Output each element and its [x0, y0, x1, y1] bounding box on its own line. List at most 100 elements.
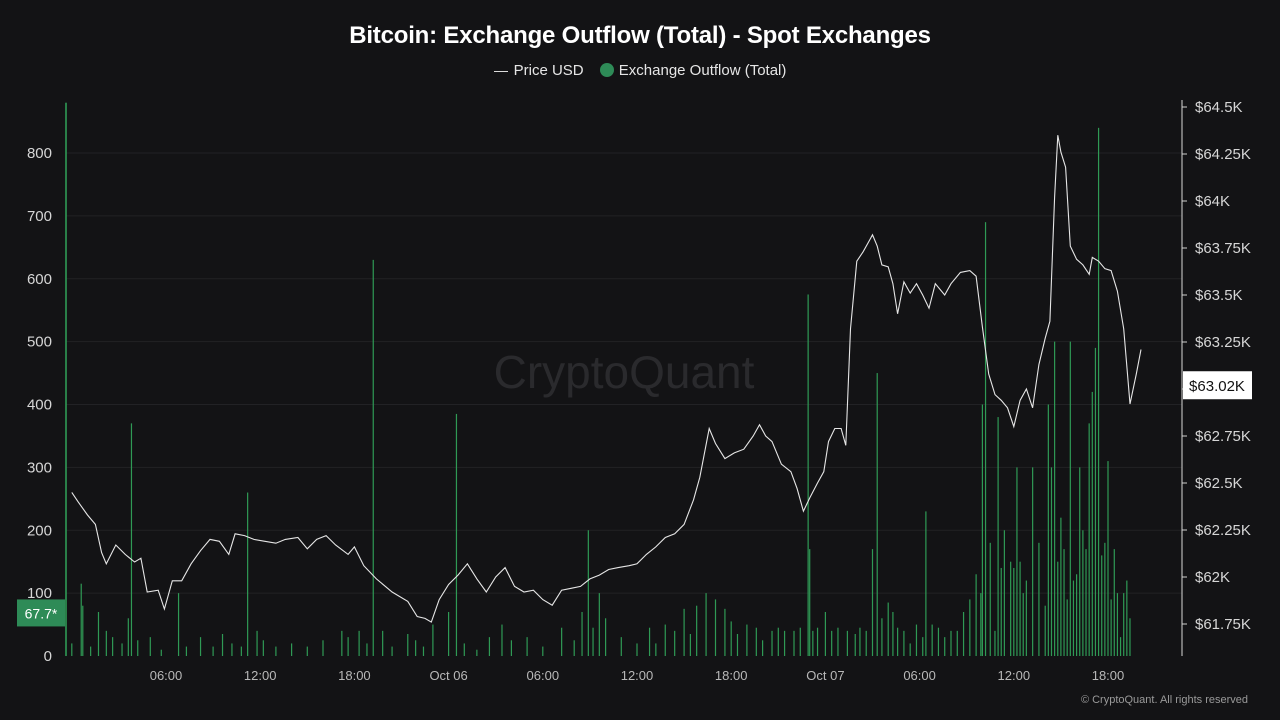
outflow-bar: [322, 640, 324, 656]
outflow-bar: [1003, 530, 1005, 656]
x-tick-label: 12:00: [621, 668, 654, 683]
outflow-bar: [137, 640, 139, 656]
x-tick-label: 18:00: [338, 668, 371, 683]
outflow-bar: [1038, 542, 1040, 656]
outflow-bar: [865, 630, 867, 656]
outflow-bar: [71, 643, 73, 656]
outflow-bar: [984, 222, 987, 656]
outflow-bar: [1085, 549, 1087, 656]
outflow-bar: [391, 646, 393, 656]
outflow-bar: [127, 618, 129, 656]
outflow-bar: [925, 511, 927, 656]
outflow-bar: [1066, 599, 1068, 656]
outflow-last-value-label: 67.7*: [25, 605, 58, 621]
outflow-bar: [422, 646, 425, 656]
price-line: [71, 135, 1142, 623]
outflow-bar: [199, 637, 202, 656]
outflow-bar: [1097, 127, 1100, 657]
outflow-bar: [65, 102, 67, 656]
outflow-bar: [962, 611, 965, 656]
outflow-bar: [989, 542, 991, 656]
outflow-bar: [1069, 341, 1071, 656]
outflow-bar: [347, 637, 349, 656]
right-tick-label: $62.25K: [1195, 522, 1251, 539]
x-axis: 06:00 12:00 18:00 Oct 06 06:00 12:00 18:00 Oct …: [150, 668, 1125, 683]
x-tick-label: 18:00: [715, 668, 748, 683]
outflow-bar: [231, 643, 233, 656]
outflow-bar: [1079, 467, 1081, 656]
left-tick-label: 200: [27, 522, 52, 539]
outflow-bar: [130, 423, 133, 656]
outflow-bar: [714, 599, 717, 656]
outflow-bar: [876, 373, 878, 656]
outflow-bar: [620, 637, 622, 656]
outflow-bar: [636, 643, 638, 656]
outflow-bar: [501, 624, 503, 656]
outflow-bar: [664, 624, 666, 656]
outflow-bar: [762, 640, 764, 656]
outflow-bar: [262, 640, 264, 656]
left-tick-label: 600: [27, 271, 52, 288]
outflow-bar: [981, 404, 983, 656]
outflow-bar: [1044, 605, 1046, 656]
outflow-bar: [783, 630, 786, 656]
outflow-bar: [581, 611, 583, 656]
outflow-bar: [1010, 561, 1012, 656]
outflow-bar: [112, 637, 114, 656]
outflow-bar: [799, 627, 801, 656]
outflow-bar: [160, 649, 162, 656]
outflow-bar: [1113, 549, 1115, 656]
outflow-bar: [755, 627, 757, 656]
chart-title: Bitcoin: Exchange Outflow (Total) - Spot…: [349, 22, 931, 49]
right-tick-label: $64K: [1195, 193, 1230, 210]
outflow-bar: [730, 621, 732, 656]
right-tick-label: $64.25K: [1195, 146, 1251, 163]
outflow-bar: [897, 627, 899, 656]
outflow-bar: [793, 630, 795, 656]
legend-item-price[interactable]: Price USD: [493, 62, 584, 79]
outflow-bar: [476, 649, 478, 656]
outflow-bar: [185, 646, 188, 656]
outflow-bar: [887, 602, 889, 656]
left-tick-label: 100: [27, 585, 52, 602]
legend: Price USD Exchange Outflow (Total): [0, 62, 1280, 79]
outflow-bar: [1119, 637, 1122, 656]
x-tick-label: 06:00: [527, 668, 560, 683]
outflow-bar: [1054, 341, 1056, 656]
x-tick-label: 06:00: [903, 668, 936, 683]
outflow-bar: [1123, 593, 1125, 656]
outflow-bar: [956, 630, 958, 656]
outflow-bar: [1057, 561, 1059, 656]
legend-item-outflow[interactable]: Exchange Outflow (Total): [599, 62, 786, 79]
outflow-bar: [306, 646, 308, 656]
outflow-bar: [510, 640, 512, 656]
outflow-bar: [854, 633, 856, 656]
x-tick-label: 12:00: [244, 668, 277, 683]
outflow-bar: [1016, 467, 1018, 656]
outflow-bar: [382, 630, 384, 656]
outflow-bar: [944, 637, 946, 656]
right-tick-label: $62.5K: [1195, 475, 1243, 492]
outflow-bar: [1022, 593, 1024, 656]
outflow-bar: [247, 492, 249, 656]
outflow-bar: [488, 637, 491, 656]
outflow-bar: [90, 646, 92, 656]
outflow-bar: [824, 611, 826, 656]
outflow-bar: [598, 593, 600, 656]
outflow-bar: [837, 627, 839, 656]
outflow-bar: [1104, 542, 1106, 656]
right-tick-label: $63.5K: [1195, 287, 1243, 304]
right-tick-label: $64.5K: [1195, 99, 1243, 116]
outflow-bar: [1060, 517, 1062, 656]
outflow-bar: [915, 624, 918, 656]
outflow-bar: [432, 624, 434, 656]
outflow-bar: [561, 627, 563, 656]
outflow-bar: [1047, 404, 1049, 656]
x-tick-label: Oct 06: [429, 668, 467, 683]
outflow-bar: [655, 643, 657, 656]
outflow-bar: [1072, 580, 1075, 656]
outflow-bar: [689, 633, 691, 656]
outflow-bar: [1063, 549, 1065, 656]
outflow-bar: [909, 643, 911, 656]
